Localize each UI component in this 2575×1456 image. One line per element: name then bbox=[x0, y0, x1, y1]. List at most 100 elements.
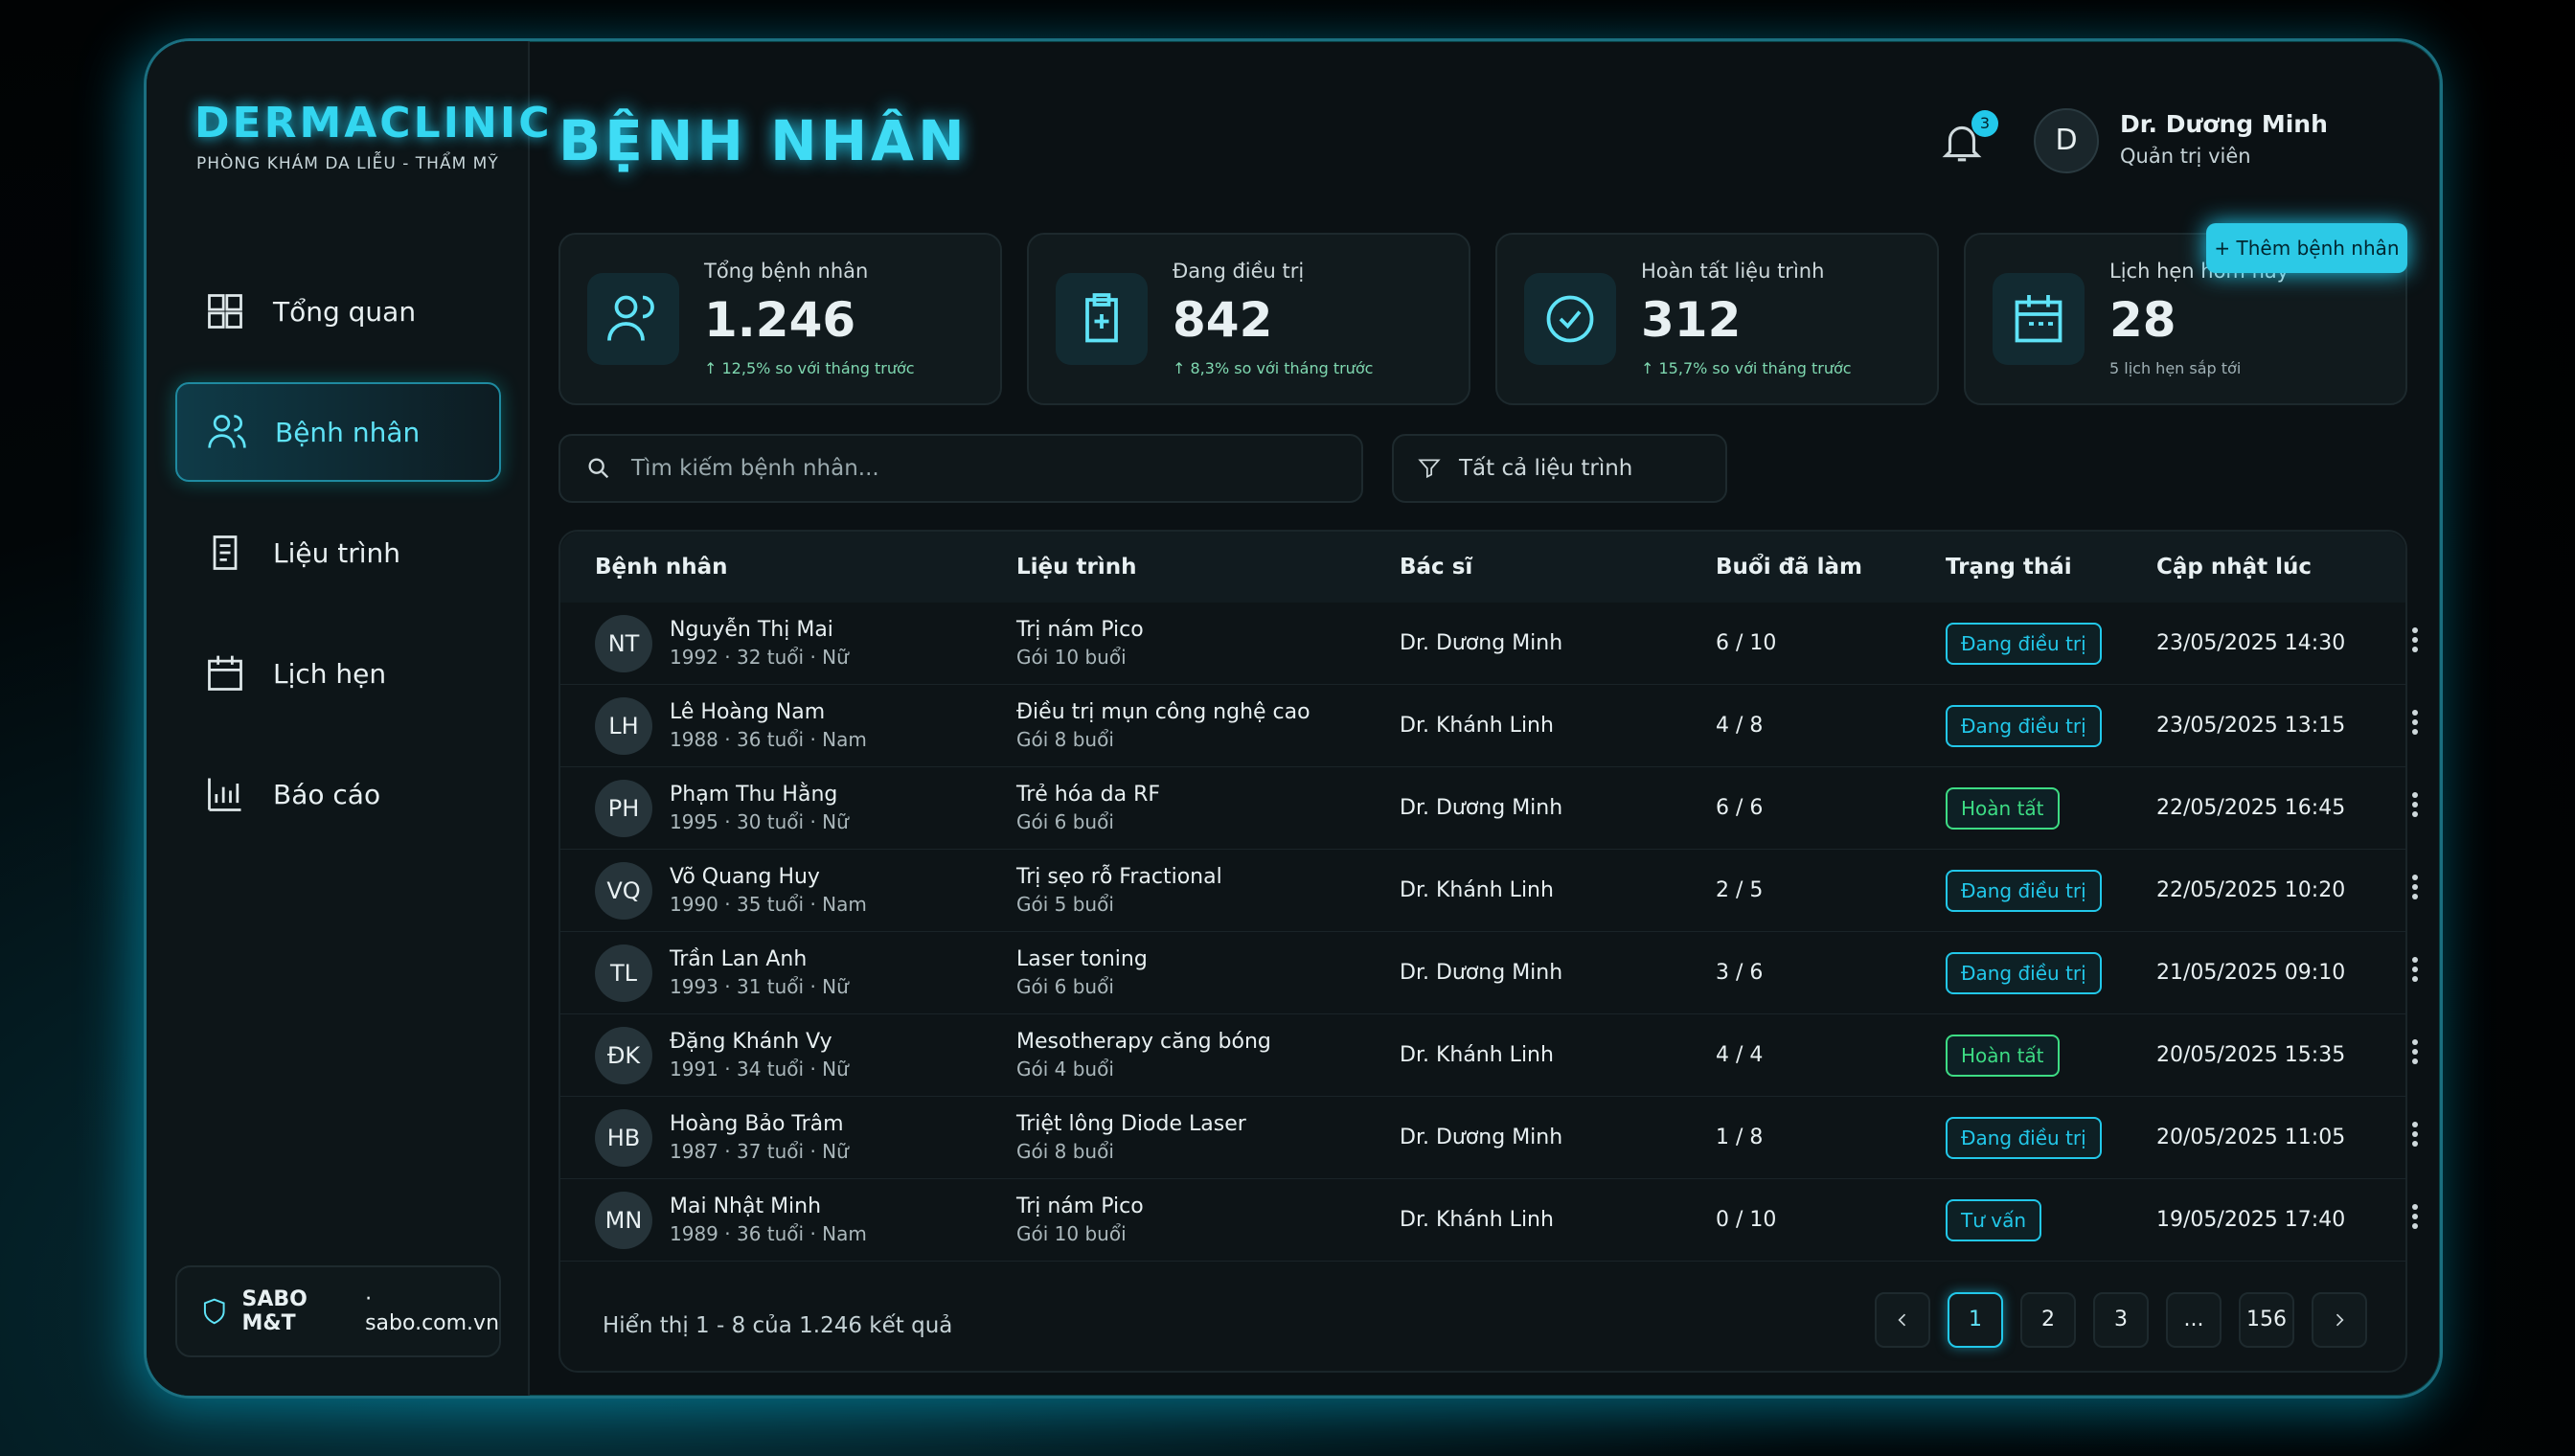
sessions: 1 / 8 bbox=[1716, 1126, 1764, 1149]
row-menu[interactable] bbox=[2386, 1037, 2440, 1074]
row-menu[interactable] bbox=[2386, 955, 2440, 991]
search-box[interactable]: Tìm kiếm bệnh nhân... bbox=[558, 434, 1363, 503]
patient-row[interactable]: LH Lê Hoàng Nam 1988 · 36 tuổi · Nam Điều t… bbox=[560, 685, 2418, 767]
row-menu[interactable] bbox=[2386, 1120, 2440, 1156]
patient-name: Đặng Khánh Vy bbox=[670, 1030, 832, 1054]
user-avatar[interactable]: D bbox=[2034, 108, 2099, 173]
arrow-icon bbox=[1898, 1313, 1906, 1327]
avatar: MN bbox=[595, 1191, 652, 1249]
nav-label: Bệnh nhân bbox=[275, 416, 421, 448]
doctor: Dr. Khánh Linh bbox=[1400, 714, 1554, 738]
column-header: Buổi đã làm bbox=[1716, 555, 1862, 580]
icon bbox=[1085, 293, 1118, 343]
nav-item[interactable]: Bệnh nhân bbox=[175, 382, 501, 482]
page-button[interactable]: 3 bbox=[2093, 1292, 2149, 1348]
icon bbox=[607, 295, 654, 341]
treatment-cell: Trị nám Pico Gói 10 buổi bbox=[1016, 1194, 1400, 1245]
patient-meta: 1995 · 30 tuổi · Nữ bbox=[670, 810, 849, 833]
row-menu[interactable] bbox=[2386, 873, 2440, 909]
table-body: NT Nguyễn Thị Mai 1992 · 32 tuổi · Nữ Trị n… bbox=[560, 603, 2418, 1262]
page-button[interactable]: ... bbox=[2166, 1292, 2222, 1348]
filter-dropdown[interactable]: Tất cả liệu trình bbox=[1392, 434, 1727, 503]
icon bbox=[1546, 295, 1594, 343]
status-badge: Tư vấn bbox=[1946, 1198, 2042, 1241]
page-button[interactable]: 2 bbox=[2020, 1292, 2076, 1348]
row-menu[interactable] bbox=[2386, 1202, 2440, 1239]
page-button[interactable]: 1 bbox=[1948, 1292, 2003, 1348]
avatar: TL bbox=[595, 944, 652, 1002]
updated-at: 22/05/2025 16:45 bbox=[2156, 796, 2346, 820]
doctor: Dr. Dương Minh bbox=[1400, 796, 1563, 820]
arrow-icon bbox=[2336, 1313, 2344, 1327]
page-button[interactable]: 156 bbox=[2239, 1292, 2294, 1348]
status-cell: Đang điều trị bbox=[1946, 1116, 2156, 1159]
patient-row[interactable]: MN Mai Nhật Minh 1989 · 36 tuổi · Nam Trị n… bbox=[560, 1179, 2418, 1262]
stat-label: Đang điều trị bbox=[1173, 260, 1305, 283]
row-menu[interactable] bbox=[2386, 790, 2440, 827]
status-cell: Hoàn tất bbox=[1946, 786, 2156, 830]
kebab-icon bbox=[2412, 1121, 2418, 1147]
patient-name: Võ Quang Huy bbox=[670, 865, 820, 889]
column-header: Liệu trình bbox=[1016, 555, 1137, 580]
patient-row[interactable]: NT Nguyễn Thị Mai 1992 · 32 tuổi · Nữ Trị n… bbox=[560, 603, 2418, 685]
nav-item[interactable]: Tổng quan bbox=[175, 262, 501, 361]
user-name[interactable]: Dr. Dương Minh bbox=[2120, 110, 2328, 138]
add-patient-button[interactable]: + Thêm bệnh nhân bbox=[2206, 223, 2407, 273]
brand-tagline: PHÒNG KHÁM DA LIỄU - THẨM MỸ bbox=[196, 154, 499, 173]
page-arrow[interactable] bbox=[2312, 1292, 2367, 1348]
patient-row[interactable]: TL Trần Lan Anh 1993 · 31 tuổi · Nữ Laser t… bbox=[560, 932, 2418, 1014]
doctor: Dr. Khánh Linh bbox=[1400, 878, 1554, 902]
treatment-name: Điều trị mụn công nghệ cao bbox=[1016, 700, 1310, 724]
patient-meta: 1987 · 37 tuổi · Nữ bbox=[670, 1140, 849, 1163]
row-menu[interactable] bbox=[2386, 626, 2440, 662]
treatment-cell: Laser toning Gói 6 buổi bbox=[1016, 947, 1400, 998]
kebab-icon bbox=[2412, 709, 2418, 735]
kebab-icon bbox=[2412, 1203, 2418, 1229]
patient-meta: 1990 · 35 tuổi · Nam bbox=[670, 893, 867, 916]
avatar: PH bbox=[595, 779, 652, 837]
nav-label: Liệu trình bbox=[273, 536, 401, 569]
patient-row[interactable]: ĐK Đặng Khánh Vy 1991 · 34 tuổi · Nữ Mesoth… bbox=[560, 1014, 2418, 1097]
nav-item[interactable]: Liệu trình bbox=[175, 503, 501, 603]
treatment-package: Gói 6 buổi bbox=[1016, 810, 1114, 833]
stat-value: 842 bbox=[1173, 292, 1273, 348]
patient-name: Nguyễn Thị Mai bbox=[670, 618, 833, 642]
patient-cell: HB Hoàng Bảo Trâm 1987 · 37 tuổi · Nữ bbox=[595, 1108, 1016, 1167]
stat-icon bbox=[1993, 273, 2085, 365]
row-menu[interactable] bbox=[2386, 708, 2440, 744]
stats: Tổng bệnh nhân 1.246 ↑ 12,5% so với tháng … bbox=[558, 233, 2407, 405]
updated-at: 23/05/2025 14:30 bbox=[2156, 631, 2346, 655]
avatar: NT bbox=[595, 614, 652, 672]
sidebar-footer: SABO M&T · sabo.com.vn bbox=[175, 1265, 501, 1357]
avatar: LH bbox=[595, 696, 652, 755]
updated-at: 19/05/2025 17:40 bbox=[2156, 1208, 2346, 1232]
user-role: Quản trị viên bbox=[2120, 145, 2251, 168]
page-arrow[interactable] bbox=[1875, 1292, 1930, 1348]
nav-item[interactable]: Báo cáo bbox=[175, 744, 501, 844]
patient-meta: 1992 · 32 tuổi · Nữ bbox=[670, 646, 849, 669]
nav-label: Lịch hẹn bbox=[273, 657, 387, 690]
result-summary: Hiển thị 1 - 8 của 1.246 kết quả bbox=[603, 1313, 953, 1338]
bell-button[interactable] bbox=[1938, 118, 1986, 166]
stat-note: ↑ 15,7% so với tháng trước bbox=[1641, 359, 1852, 377]
sessions: 4 / 4 bbox=[1716, 1043, 1764, 1067]
sessions: 3 / 6 bbox=[1716, 961, 1764, 985]
app-window: DERMACLINIC PHÒNG KHÁM DA LIỄU - THẨM MỸ… bbox=[144, 38, 2443, 1399]
shield-icon bbox=[203, 1298, 225, 1325]
nav-item[interactable]: Lịch hẹn bbox=[175, 624, 501, 723]
treatment-package: Gói 8 buổi bbox=[1016, 728, 1114, 751]
treatment-package: Gói 5 buổi bbox=[1016, 893, 1114, 916]
treatment-cell: Điều trị mụn công nghệ cao Gói 8 buổi bbox=[1016, 700, 1400, 751]
kebab-icon bbox=[2412, 791, 2418, 817]
patient-row[interactable]: PH Phạm Thu Hằng 1995 · 30 tuổi · Nữ Trẻ hó… bbox=[560, 767, 2418, 850]
treatment-cell: Trẻ hóa da RF Gói 6 buổi bbox=[1016, 783, 1400, 833]
treatment-package: Gói 4 buổi bbox=[1016, 1058, 1114, 1081]
doctor: Dr. Dương Minh bbox=[1400, 961, 1563, 985]
updated-at: 20/05/2025 15:35 bbox=[2156, 1043, 2346, 1067]
treatment-name: Trị nám Pico bbox=[1016, 1194, 1144, 1218]
sidebar: DERMACLINIC PHÒNG KHÁM DA LIỄU - THẨM MỸ… bbox=[147, 41, 549, 1396]
patient-row[interactable]: HB Hoàng Bảo Trâm 1987 · 37 tuổi · Nữ Triệt… bbox=[560, 1097, 2418, 1179]
stat-value: 28 bbox=[2109, 292, 2176, 348]
patient-info: Đặng Khánh Vy 1991 · 34 tuổi · Nữ bbox=[670, 1030, 849, 1081]
patient-row[interactable]: VQ Võ Quang Huy 1990 · 35 tuổi · Nam Trị sẹ… bbox=[560, 850, 2418, 932]
